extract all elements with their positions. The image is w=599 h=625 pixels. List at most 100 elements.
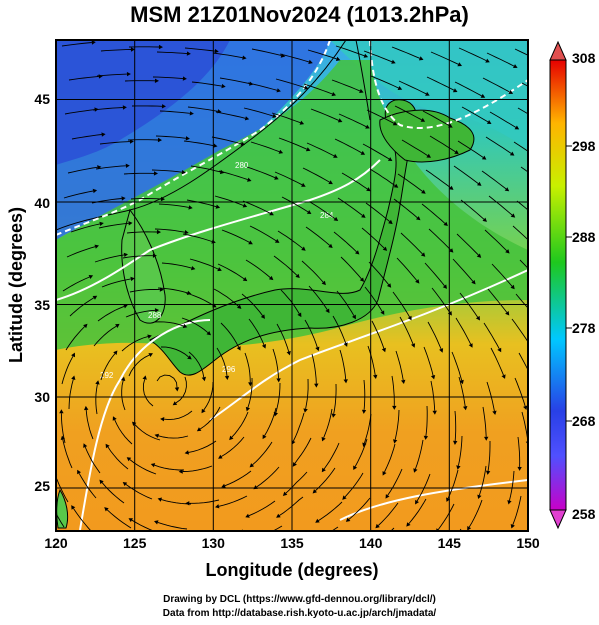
- wind-arrowhead: [59, 409, 64, 414]
- streamline: [521, 82, 528, 87]
- streamline: [218, 495, 248, 507]
- wind-arrowhead: [101, 132, 106, 137]
- wind-arrowhead: [355, 250, 360, 255]
- wind-arrowhead: [142, 375, 147, 380]
- streamline: [129, 459, 157, 475]
- wind-arrowhead: [157, 137, 162, 143]
- wind-arrowhead: [476, 253, 482, 258]
- wind-arrowhead: [315, 518, 320, 523]
- wind-arrowhead: [282, 491, 288, 496]
- streamline: [212, 52, 243, 59]
- streamline: [271, 112, 301, 124]
- wind-arrowhead: [360, 150, 366, 155]
- wind-arrowhead: [382, 246, 388, 251]
- streamline: [256, 466, 280, 488]
- streamline: [175, 376, 187, 404]
- wind-arrowhead: [361, 409, 367, 414]
- wind-arrowhead: [484, 436, 489, 441]
- streamline: [428, 228, 451, 251]
- streamline: [183, 140, 214, 147]
- streamline: [430, 51, 459, 65]
- wind-arrowhead: [421, 189, 426, 194]
- wind-arrowhead: [382, 471, 387, 476]
- wind-arrowhead: [397, 86, 403, 90]
- wind-arrowhead: [401, 379, 406, 384]
- wind-arrowhead: [278, 149, 284, 154]
- wind-arrowhead: [454, 150, 459, 154]
- colorbar-max-arrow: [549, 40, 567, 61]
- streamline: [517, 107, 528, 115]
- wind-arrowhead: [432, 410, 437, 415]
- wind-arrowhead: [242, 277, 248, 282]
- streamline: [338, 113, 367, 128]
- y-axis: 25 30 35 40 45 Latitude (degrees): [6, 91, 50, 494]
- streamline: [394, 105, 422, 121]
- streamline: [308, 285, 328, 311]
- streamline: [188, 351, 205, 378]
- wind-arrowhead: [280, 53, 286, 58]
- streamline: [69, 297, 95, 317]
- streamline: [158, 203, 189, 208]
- streamline: [114, 419, 133, 445]
- x-tick-label: 150: [516, 535, 540, 551]
- wind-arrowhead: [342, 495, 347, 500]
- wind-arrowhead: [158, 44, 163, 50]
- wind-arrowhead: [331, 92, 336, 97]
- wind-arrowhead: [501, 374, 506, 379]
- wind-arrowhead: [201, 408, 206, 414]
- streamline: [331, 526, 339, 531]
- streamline: [344, 472, 364, 498]
- streamline: [154, 464, 184, 471]
- wind-arrowhead: [500, 555, 504, 560]
- streamline: [272, 525, 283, 531]
- streamline: [367, 345, 376, 376]
- wind-arrowhead: [276, 88, 281, 93]
- colorbar-tick-label: 308: [572, 50, 596, 66]
- streamline: [224, 470, 252, 487]
- wind-arrowhead: [95, 380, 100, 385]
- wind-arrowhead: [215, 504, 220, 509]
- map-plot-area: 280 284 288 292 296: [56, 40, 528, 560]
- wind-arrowhead: [482, 217, 487, 222]
- wind-arrowhead: [249, 463, 255, 468]
- wind-arrowhead: [128, 518, 133, 523]
- wind-arrowhead: [447, 311, 452, 316]
- streamline: [514, 377, 526, 407]
- streamline: [125, 309, 156, 318]
- streamline: [333, 231, 357, 253]
- wind-arrowhead: [272, 113, 277, 118]
- wind-arrowhead: [352, 314, 356, 320]
- streamline: [337, 197, 363, 216]
- streamline: [62, 276, 90, 292]
- wind-arrowhead: [510, 284, 515, 290]
- wind-arrowhead: [150, 463, 156, 468]
- streamline: [218, 170, 248, 181]
- x-tick-label: 140: [359, 535, 383, 551]
- x-tick-label: 125: [123, 535, 147, 551]
- streamline: [306, 142, 335, 157]
- streamline: [142, 379, 154, 407]
- streamline: [451, 351, 463, 381]
- wind-arrowhead: [406, 522, 411, 527]
- colorbar-tick-label: 278: [572, 320, 596, 336]
- streamline: [220, 322, 239, 348]
- streamline: [131, 519, 155, 531]
- streamline: [452, 258, 474, 282]
- wind-arrowhead: [122, 482, 128, 487]
- streamline: [414, 439, 424, 470]
- wind-arrowhead: [325, 308, 330, 314]
- streamline: [429, 135, 456, 153]
- streamline: [280, 289, 300, 314]
- streamline: [292, 412, 305, 442]
- streamline: [100, 49, 132, 52]
- streamline: [184, 47, 215, 52]
- streamline: [318, 501, 343, 521]
- wind-arrowhead: [71, 505, 76, 510]
- wind-arrowhead: [219, 169, 225, 175]
- colorbar-scale: [549, 59, 567, 511]
- wind-arrowhead: [468, 343, 473, 348]
- streamline: [96, 73, 127, 77]
- wind-arrowhead: [237, 304, 242, 309]
- streamline: [334, 138, 362, 154]
